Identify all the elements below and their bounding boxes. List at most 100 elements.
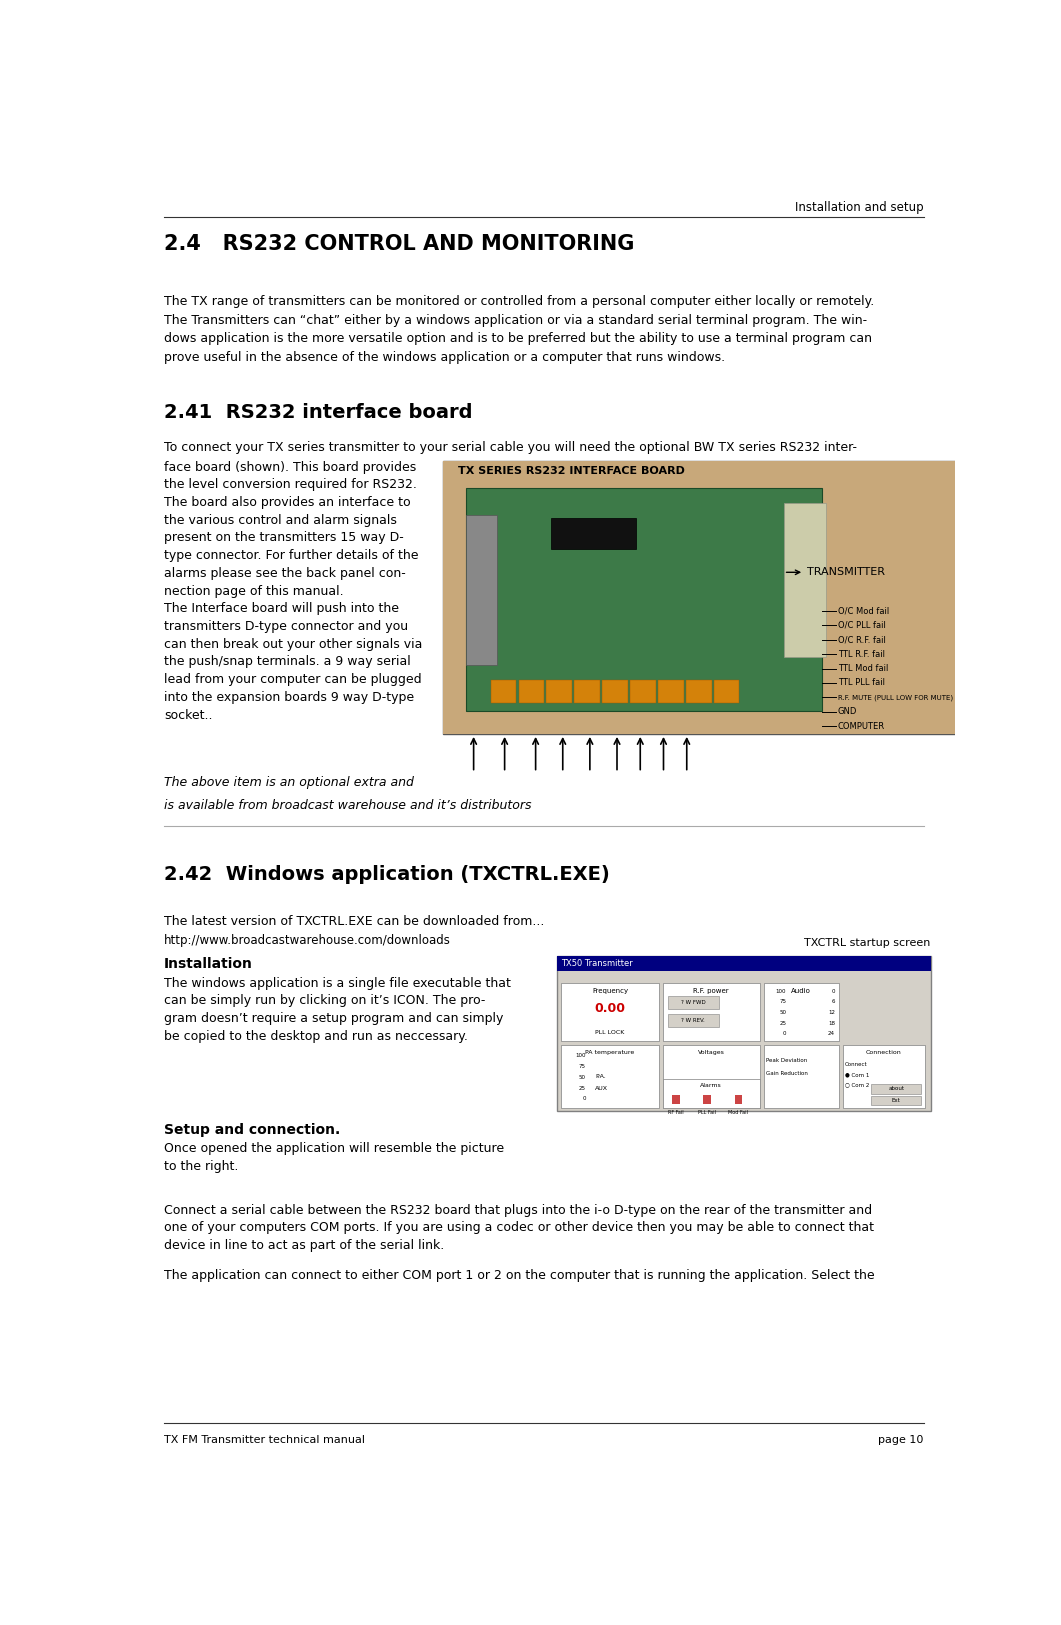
Text: gram doesn’t require a setup program and can simply: gram doesn’t require a setup program and…	[163, 1012, 503, 1025]
Bar	[734, 1095, 743, 1103]
Text: device in line to act as part of the serial link.: device in line to act as part of the ser…	[163, 1240, 445, 1253]
Text: TTL Mod fail: TTL Mod fail	[838, 665, 888, 673]
Bar	[630, 681, 656, 704]
Text: 2.41  RS232 interface board: 2.41 RS232 interface board	[163, 403, 472, 422]
Text: AUX: AUX	[595, 1086, 608, 1090]
Text: Peak Deviation: Peak Deviation	[766, 1058, 806, 1063]
Bar	[663, 1045, 760, 1108]
Bar	[667, 996, 718, 1009]
Text: 0: 0	[783, 1032, 786, 1037]
Text: Installation: Installation	[163, 957, 253, 972]
Text: TX FM Transmitter technical manual: TX FM Transmitter technical manual	[163, 1435, 365, 1445]
Bar	[871, 1095, 921, 1105]
Text: P.A.: P.A.	[595, 1074, 606, 1079]
Text: lead from your computer can be plugged: lead from your computer can be plugged	[163, 673, 421, 686]
Text: 75: 75	[578, 1064, 586, 1069]
Text: the various control and alarm signals: the various control and alarm signals	[163, 514, 397, 526]
Text: 18: 18	[828, 1020, 835, 1025]
Text: face board (shown). This board provides: face board (shown). This board provides	[163, 460, 416, 473]
Text: page 10: page 10	[879, 1435, 924, 1445]
Bar	[871, 1084, 921, 1094]
Text: present on the transmitters 15 way D-: present on the transmitters 15 way D-	[163, 531, 403, 544]
Text: one of your computers COM ports. If you are using a codec or other device then y: one of your computers COM ports. If you …	[163, 1222, 874, 1235]
Text: the push/snap terminals. a 9 way serial: the push/snap terminals. a 9 way serial	[163, 655, 411, 668]
Bar	[551, 518, 637, 549]
Bar	[663, 1079, 760, 1108]
Text: TTL R.F. fail: TTL R.F. fail	[838, 650, 885, 658]
Text: ? W FWD: ? W FWD	[681, 999, 706, 1004]
Text: Alarms: Alarms	[700, 1082, 723, 1089]
Text: alarms please see the back panel con-: alarms please see the back panel con-	[163, 567, 405, 580]
Text: PLL Fail: PLL Fail	[698, 1110, 716, 1115]
Text: The TX range of transmitters can be monitored or controlled from a personal comp: The TX range of transmitters can be moni…	[163, 296, 874, 309]
Text: The application can connect to either COM port 1 or 2 on the computer that is ru: The application can connect to either CO…	[163, 1269, 874, 1282]
Text: to the right.: to the right.	[163, 1160, 239, 1173]
Text: RF Fail: RF Fail	[668, 1110, 684, 1115]
Text: The Transmitters can “chat” either by a windows application or via a standard se: The Transmitters can “chat” either by a …	[163, 314, 867, 327]
Bar	[764, 983, 838, 1042]
Text: 25: 25	[578, 1086, 586, 1090]
Bar	[574, 681, 599, 704]
Bar	[667, 1014, 718, 1027]
Text: can then break out your other signals via: can then break out your other signals vi…	[163, 637, 422, 650]
Bar	[561, 1045, 659, 1108]
Bar	[673, 1095, 680, 1103]
Text: To connect your TX series transmitter to your serial cable you will need the opt: To connect your TX series transmitter to…	[163, 442, 857, 455]
Bar	[546, 681, 572, 704]
Text: 6: 6	[832, 999, 835, 1004]
Text: socket..: socket..	[163, 708, 212, 722]
Text: GND: GND	[838, 707, 857, 717]
Text: Connect: Connect	[846, 1063, 868, 1068]
Text: 25: 25	[780, 1020, 786, 1025]
Text: ● Com 1: ● Com 1	[846, 1072, 870, 1077]
Text: O/C Mod fail: O/C Mod fail	[838, 606, 889, 616]
Bar	[686, 681, 712, 704]
Bar	[764, 1045, 838, 1108]
Text: type connector. For further details of the: type connector. For further details of t…	[163, 549, 418, 562]
Text: TXCTRL startup screen: TXCTRL startup screen	[804, 938, 930, 947]
Text: is available from broadcast warehouse and it’s distributors: is available from broadcast warehouse an…	[163, 800, 532, 812]
Text: The Interface board will push into the: The Interface board will push into the	[163, 603, 399, 616]
Text: ? W REV.: ? W REV.	[681, 1017, 705, 1024]
Text: Connection: Connection	[866, 1050, 902, 1055]
Bar	[663, 983, 760, 1042]
Bar	[603, 681, 628, 704]
Text: 24: 24	[828, 1032, 835, 1037]
Text: Ext: Ext	[891, 1098, 901, 1103]
Text: PA temperature: PA temperature	[586, 1050, 634, 1055]
Bar	[466, 515, 497, 665]
Text: R.F. MUTE (PULL LOW FOR MUTE): R.F. MUTE (PULL LOW FOR MUTE)	[838, 694, 953, 700]
Bar	[442, 460, 955, 734]
Text: ○ Com 2: ○ Com 2	[846, 1082, 870, 1087]
Bar	[557, 956, 930, 1112]
Text: 100: 100	[776, 990, 786, 994]
Bar	[519, 681, 544, 704]
Text: The windows application is a single file executable that: The windows application is a single file…	[163, 977, 510, 990]
Text: prove useful in the absence of the windows application or a computer that runs w: prove useful in the absence of the windo…	[163, 351, 725, 364]
Bar	[557, 956, 930, 972]
Text: Voltages: Voltages	[698, 1050, 725, 1055]
Bar	[842, 1045, 925, 1108]
Text: 0: 0	[832, 990, 835, 994]
Text: Once opened the application will resemble the picture: Once opened the application will resembl…	[163, 1142, 504, 1155]
Text: 100: 100	[575, 1053, 586, 1058]
Text: Installation and setup: Installation and setup	[795, 202, 924, 214]
Text: Frequency: Frequency	[592, 988, 628, 993]
Text: 0.00: 0.00	[594, 1003, 626, 1016]
Text: 2.4   RS232 CONTROL AND MONITORING: 2.4 RS232 CONTROL AND MONITORING	[163, 234, 634, 254]
Text: the level conversion required for RS232.: the level conversion required for RS232.	[163, 478, 417, 491]
Bar	[714, 681, 740, 704]
Text: TX SERIES RS232 INTERFACE BOARD: TX SERIES RS232 INTERFACE BOARD	[458, 466, 685, 476]
Text: 50: 50	[578, 1074, 586, 1079]
Text: 50: 50	[780, 1011, 786, 1016]
Text: http://www.broadcastwarehouse.com/downloads: http://www.broadcastwarehouse.com/downlo…	[163, 934, 451, 947]
Text: PLL LOCK: PLL LOCK	[595, 1030, 625, 1035]
Text: Connect a serial cable between the RS232 board that plugs into the i-o D-type on: Connect a serial cable between the RS232…	[163, 1204, 872, 1217]
Text: The board also provides an interface to: The board also provides an interface to	[163, 496, 411, 509]
Text: TTL PLL fail: TTL PLL fail	[838, 679, 885, 687]
Text: O/C R.F. fail: O/C R.F. fail	[838, 635, 886, 644]
Text: Gain Reduction: Gain Reduction	[766, 1071, 807, 1076]
Text: TRANSMITTER: TRANSMITTER	[786, 567, 885, 577]
Bar	[703, 1095, 711, 1103]
Text: be copied to the desktop and run as neccessary.: be copied to the desktop and run as necc…	[163, 1030, 468, 1043]
